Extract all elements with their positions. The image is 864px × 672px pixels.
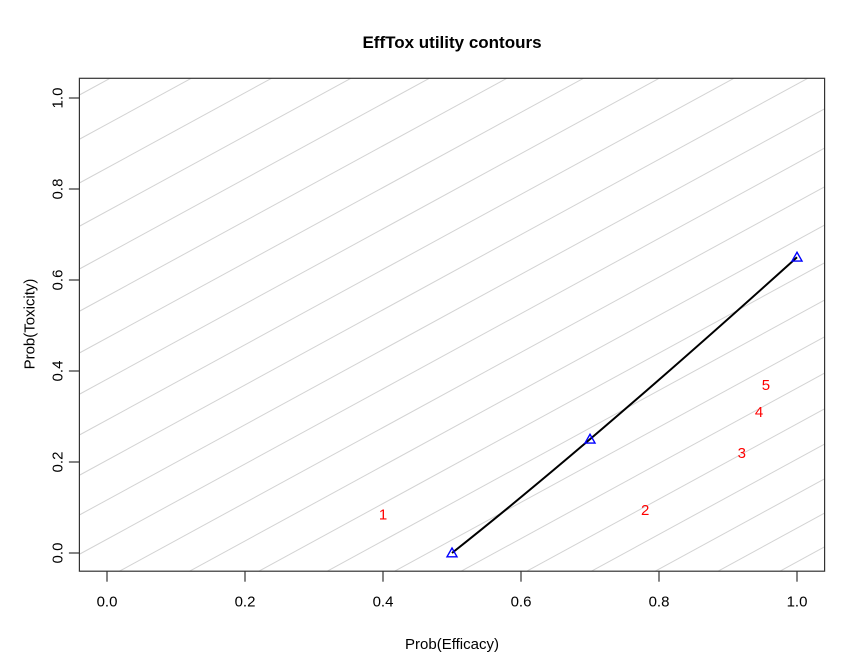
x-tick-label: 0.0 bbox=[97, 593, 118, 610]
x-tick-label: 1.0 bbox=[787, 593, 808, 610]
utility-contour-line bbox=[717, 512, 825, 572]
y-tick-label: 0.6 bbox=[49, 270, 66, 291]
utility-contour-lines bbox=[79, 77, 825, 572]
hinge-point-triangle-marker bbox=[445, 546, 459, 558]
utility-contour-line bbox=[79, 77, 508, 312]
utility-contour-line bbox=[189, 224, 825, 572]
utility-contour-line bbox=[79, 77, 430, 270]
x-axis-label: Prob(Efficacy) bbox=[405, 636, 499, 653]
utility-contour-line bbox=[79, 108, 825, 516]
utility-contour-line bbox=[779, 546, 825, 572]
x-tick-label: 0.2 bbox=[235, 593, 256, 610]
utility-contour-line bbox=[79, 77, 111, 96]
utility-contour-line bbox=[258, 262, 825, 572]
utility-contour-line bbox=[326, 299, 825, 572]
utility-contour-line bbox=[79, 77, 808, 476]
utility-contour-line bbox=[526, 408, 825, 572]
dose-label-2: 2 bbox=[641, 502, 649, 519]
hinge-point-triangle-marker bbox=[790, 250, 804, 262]
utility-contour-line bbox=[591, 443, 825, 572]
hinge-point-triangle-marker bbox=[583, 432, 597, 444]
dose-label-1: 1 bbox=[379, 507, 387, 524]
plot-frame bbox=[78, 77, 826, 572]
y-tick-label: 0.2 bbox=[49, 452, 66, 473]
dose-label-4: 4 bbox=[755, 404, 763, 421]
utility-contour-line bbox=[79, 77, 352, 227]
tradeoff-contour-curve bbox=[451, 256, 798, 554]
y-tick-label: 0.4 bbox=[49, 361, 66, 382]
utility-contour-line bbox=[79, 77, 735, 436]
utility-contour-line bbox=[79, 147, 825, 555]
utility-contour-line bbox=[460, 372, 825, 572]
x-tick-label: 0.6 bbox=[511, 593, 532, 610]
y-tick-label: 0.8 bbox=[49, 179, 66, 200]
utility-contour-line bbox=[79, 77, 584, 354]
utility-contour-line bbox=[79, 77, 192, 140]
dose-label-5: 5 bbox=[762, 377, 770, 394]
utility-contour-line bbox=[119, 186, 825, 572]
dose-label-3: 3 bbox=[738, 445, 746, 462]
x-tick-label: 0.4 bbox=[373, 593, 394, 610]
utility-contour-line bbox=[654, 478, 825, 572]
utility-contour-line bbox=[79, 77, 660, 395]
y-axis-label: Prob(Toxicity) bbox=[21, 278, 39, 370]
utility-contour-line bbox=[79, 77, 272, 184]
chart-title: EffTox utility contours bbox=[362, 33, 542, 52]
y-tick-label: 1.0 bbox=[49, 88, 66, 109]
x-tick-label: 0.8 bbox=[649, 593, 670, 610]
utility-contour-line bbox=[394, 336, 825, 572]
y-tick-label: 0.0 bbox=[49, 543, 66, 564]
